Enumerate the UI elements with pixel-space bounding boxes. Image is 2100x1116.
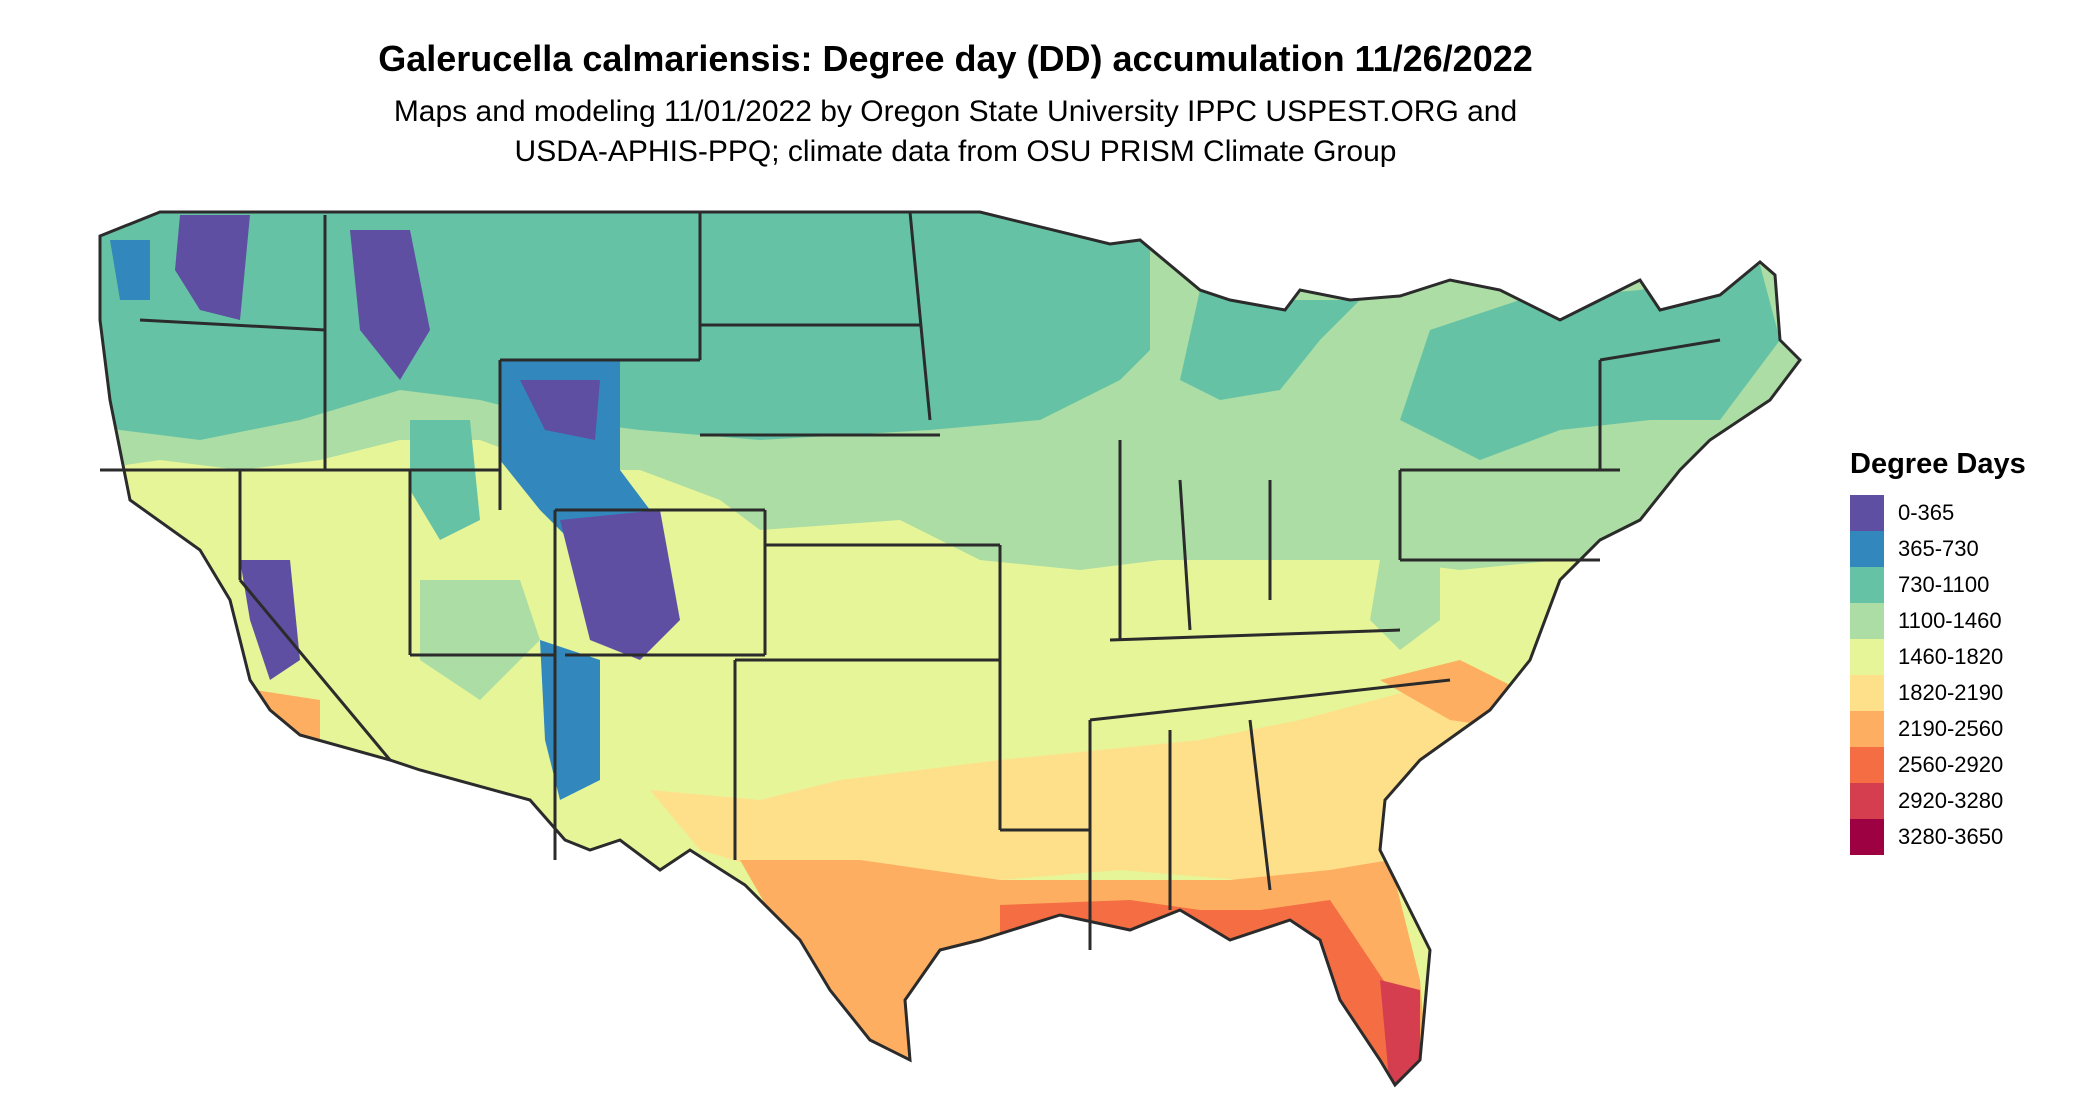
legend-item: 3280-3650 bbox=[1850, 819, 2026, 855]
legend-item: 1460-1820 bbox=[1850, 639, 2026, 675]
legend-item: 1100-1460 bbox=[1850, 603, 2026, 639]
legend-swatch bbox=[1850, 639, 1884, 675]
legend-swatch bbox=[1850, 567, 1884, 603]
legend-label: 2190-2560 bbox=[1898, 716, 2004, 741]
legend-item: 2190-2560 bbox=[1850, 711, 2026, 747]
map-title: Galerucella calmariensis: Degree day (DD… bbox=[378, 38, 1533, 79]
degree-day-zones bbox=[100, 212, 1800, 1085]
legend-item: 2560-2920 bbox=[1850, 747, 2026, 783]
legend-label: 365-730 bbox=[1898, 536, 1979, 561]
legend-swatch bbox=[1850, 711, 1884, 747]
subtitle-line-1: Maps and modeling 11/01/2022 by Oregon S… bbox=[393, 95, 1518, 128]
legend-item: 365-730 bbox=[1850, 531, 2026, 567]
legend-label: 1460-1820 bbox=[1898, 644, 2004, 669]
state-boundaries bbox=[98, 210, 1802, 1088]
legend-label: 2560-2920 bbox=[1898, 752, 2004, 777]
map-subtitle: Maps and modeling 11/01/2022 by Oregon S… bbox=[0, 92, 1911, 172]
legend-swatch bbox=[1850, 675, 1884, 711]
subtitle-line-2: USDA-APHIS-PPQ; climate data from OSU PR… bbox=[514, 135, 1397, 168]
legend-label: 730-1100 bbox=[1898, 572, 1990, 597]
legend-swatch bbox=[1850, 495, 1884, 531]
legend-item: 1820-2190 bbox=[1850, 675, 2026, 711]
legend-title: Degree Days bbox=[1850, 448, 2026, 480]
legend-label: 1820-2190 bbox=[1898, 680, 2004, 705]
legend-swatch bbox=[1850, 531, 1884, 567]
legend-swatch bbox=[1850, 603, 1884, 639]
legend: Degree Days 0-365 365-730 730-1100 1100-146… bbox=[1850, 448, 2026, 855]
legend-items: 0-365 365-730 730-1100 1100-1460 1460-1820 18… bbox=[1850, 495, 2026, 855]
legend-swatch bbox=[1850, 747, 1884, 783]
legend-label: 2920-3280 bbox=[1898, 788, 2004, 813]
legend-swatch bbox=[1850, 819, 1884, 855]
legend-label: 0-365 bbox=[1898, 500, 1955, 525]
legend-item: 2920-3280 bbox=[1850, 783, 2026, 819]
legend-label: 1100-1460 bbox=[1898, 608, 2002, 633]
legend-label: 3280-3650 bbox=[1898, 824, 2004, 849]
legend-item: 0-365 bbox=[1850, 495, 2026, 531]
legend-item: 730-1100 bbox=[1850, 567, 2026, 603]
legend-swatch bbox=[1850, 783, 1884, 819]
